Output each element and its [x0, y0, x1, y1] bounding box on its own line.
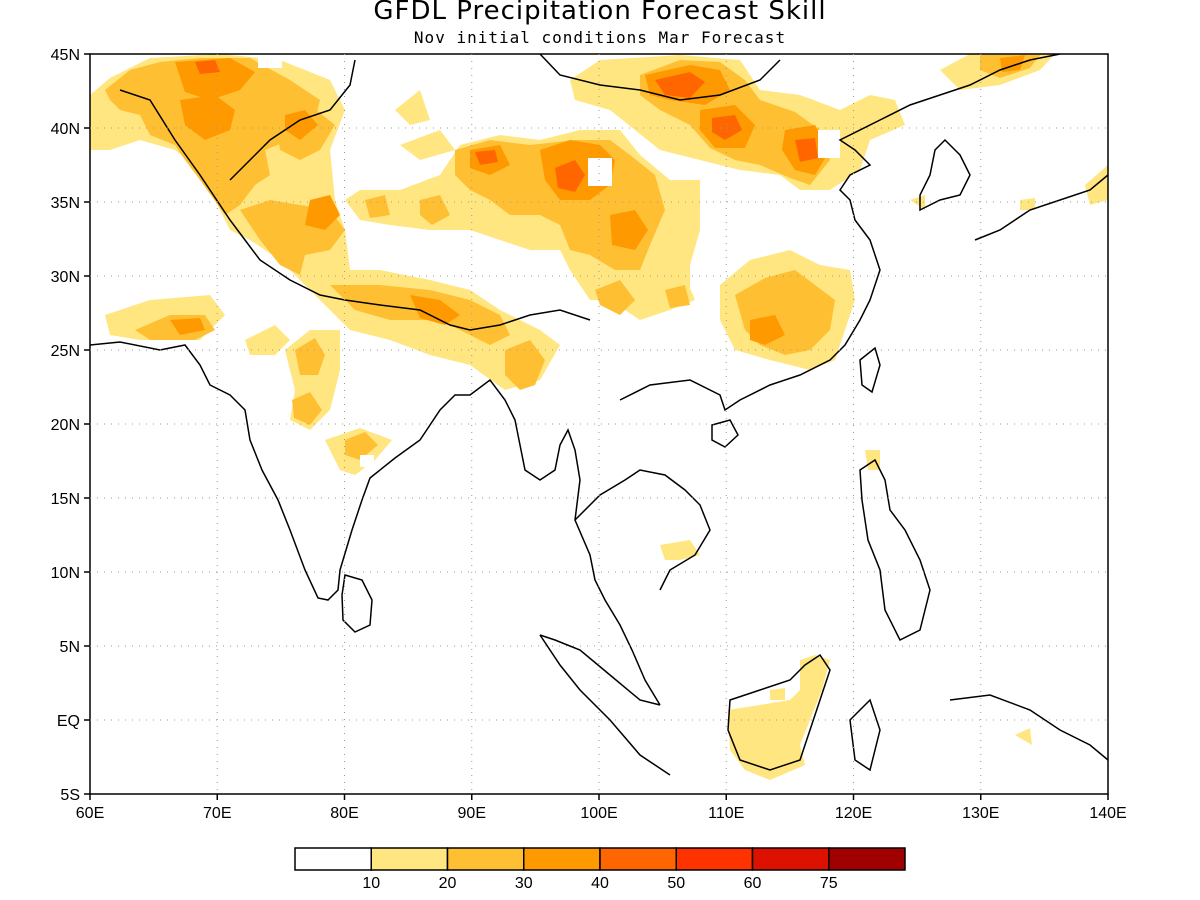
colorbar-swatch [599, 847, 677, 871]
colorbar: 10 20 30 40 50 60 75 [294, 847, 906, 892]
lat-tick-label: 15N [51, 491, 80, 508]
gridlines [90, 54, 1108, 794]
lat-axis: 45N 40N 35N 30N 25N 20N 15N 10N 5N EQ 5S [51, 47, 90, 804]
lon-tick-label: 90E [458, 805, 486, 822]
lat-tick-label: EQ [57, 713, 80, 730]
colorbar-label: 30 [515, 875, 533, 892]
lat-tick-label: 5N [60, 639, 80, 656]
colorbar-label: 10 [362, 875, 380, 892]
lat-tick-label: 25N [51, 343, 80, 360]
colorbar-label: 75 [820, 875, 838, 892]
lat-tick-label: 10N [51, 565, 80, 582]
colorbar-label: 60 [744, 875, 762, 892]
map-title: GFDL Precipitation Forecast Skill [373, 0, 827, 26]
lat-tick-label: 35N [51, 195, 80, 212]
colorbar-swatch [370, 847, 449, 871]
lon-tick-label: 100E [580, 805, 617, 822]
lat-tick-label: 5S [60, 787, 80, 804]
lon-tick-label: 80E [330, 805, 358, 822]
lon-tick-label: 110E [708, 805, 744, 822]
lat-tick-label: 40N [51, 121, 80, 138]
colorbar-swatch [751, 847, 830, 871]
lat-tick-label: 20N [51, 417, 80, 434]
lat-tick-label: 30N [51, 269, 80, 286]
colorbar-label: 20 [439, 875, 457, 892]
colorbar-swatch [828, 847, 906, 871]
lon-tick-label: 120E [835, 805, 872, 822]
lon-axis: 60E 70E 80E 90E 100E 110E 120E 130E 140E [76, 794, 1127, 822]
lon-tick-label: 140E [1089, 805, 1126, 822]
colorbar-swatch [446, 847, 525, 871]
lon-tick-label: 60E [76, 805, 104, 822]
colorbar-swatch [523, 847, 601, 871]
colorbar-label: 40 [591, 875, 609, 892]
skill-shading [90, 54, 1108, 780]
coastlines [90, 54, 1108, 776]
colorbar-swatch [675, 847, 754, 871]
lon-tick-label: 130E [962, 805, 999, 822]
colorbar-label: 50 [667, 875, 685, 892]
lat-tick-label: 45N [51, 47, 80, 64]
lon-tick-label: 70E [203, 805, 231, 822]
map-subtitle: Nov initial conditions Mar Forecast [413, 28, 787, 47]
colorbar-swatch [294, 847, 372, 871]
